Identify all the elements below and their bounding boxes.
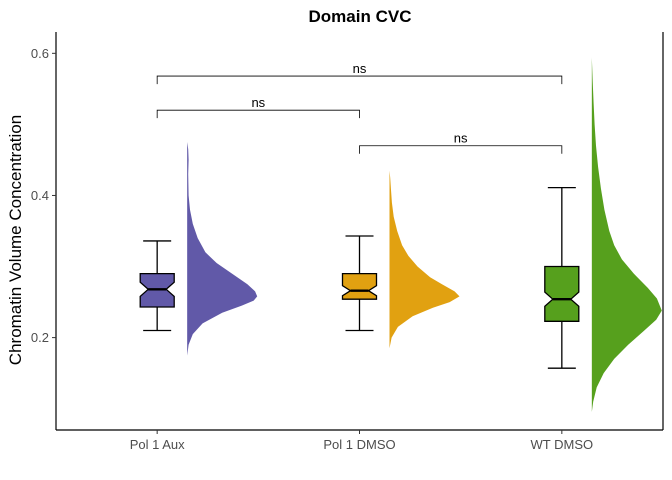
- comparison-label-0: ns: [353, 61, 367, 76]
- chart-title: Domain CVC: [309, 7, 412, 26]
- y-tick-label: 0.2: [31, 330, 49, 345]
- density-0: [187, 142, 258, 356]
- x-tick-label: Pol 1 DMSO: [323, 437, 395, 452]
- box-1: [341, 272, 378, 300]
- plot-area: 0.2 0.4 0.6 Pol 1 Aux Pol 1 DMSO WT DMSO ns ns n…: [31, 32, 664, 452]
- box-2: [544, 265, 580, 322]
- comparison-bracket-2: [359, 145, 563, 154]
- density-1: [389, 170, 460, 349]
- comparison-label-2: ns: [454, 131, 468, 146]
- comparison-label-1: ns: [251, 95, 265, 110]
- y-tick-label: 0.6: [31, 46, 49, 61]
- density-2: [591, 56, 662, 413]
- x-tick-label: WT DMSO: [531, 437, 594, 452]
- x-tick-label: Pol 1 Aux: [130, 437, 185, 452]
- comparison-bracket-0: [156, 75, 563, 85]
- y-axis-title: Chromatin Volume Concentration: [6, 115, 25, 365]
- comparison-bracket-1: [156, 109, 360, 119]
- y-tick-label: 0.4: [31, 188, 49, 203]
